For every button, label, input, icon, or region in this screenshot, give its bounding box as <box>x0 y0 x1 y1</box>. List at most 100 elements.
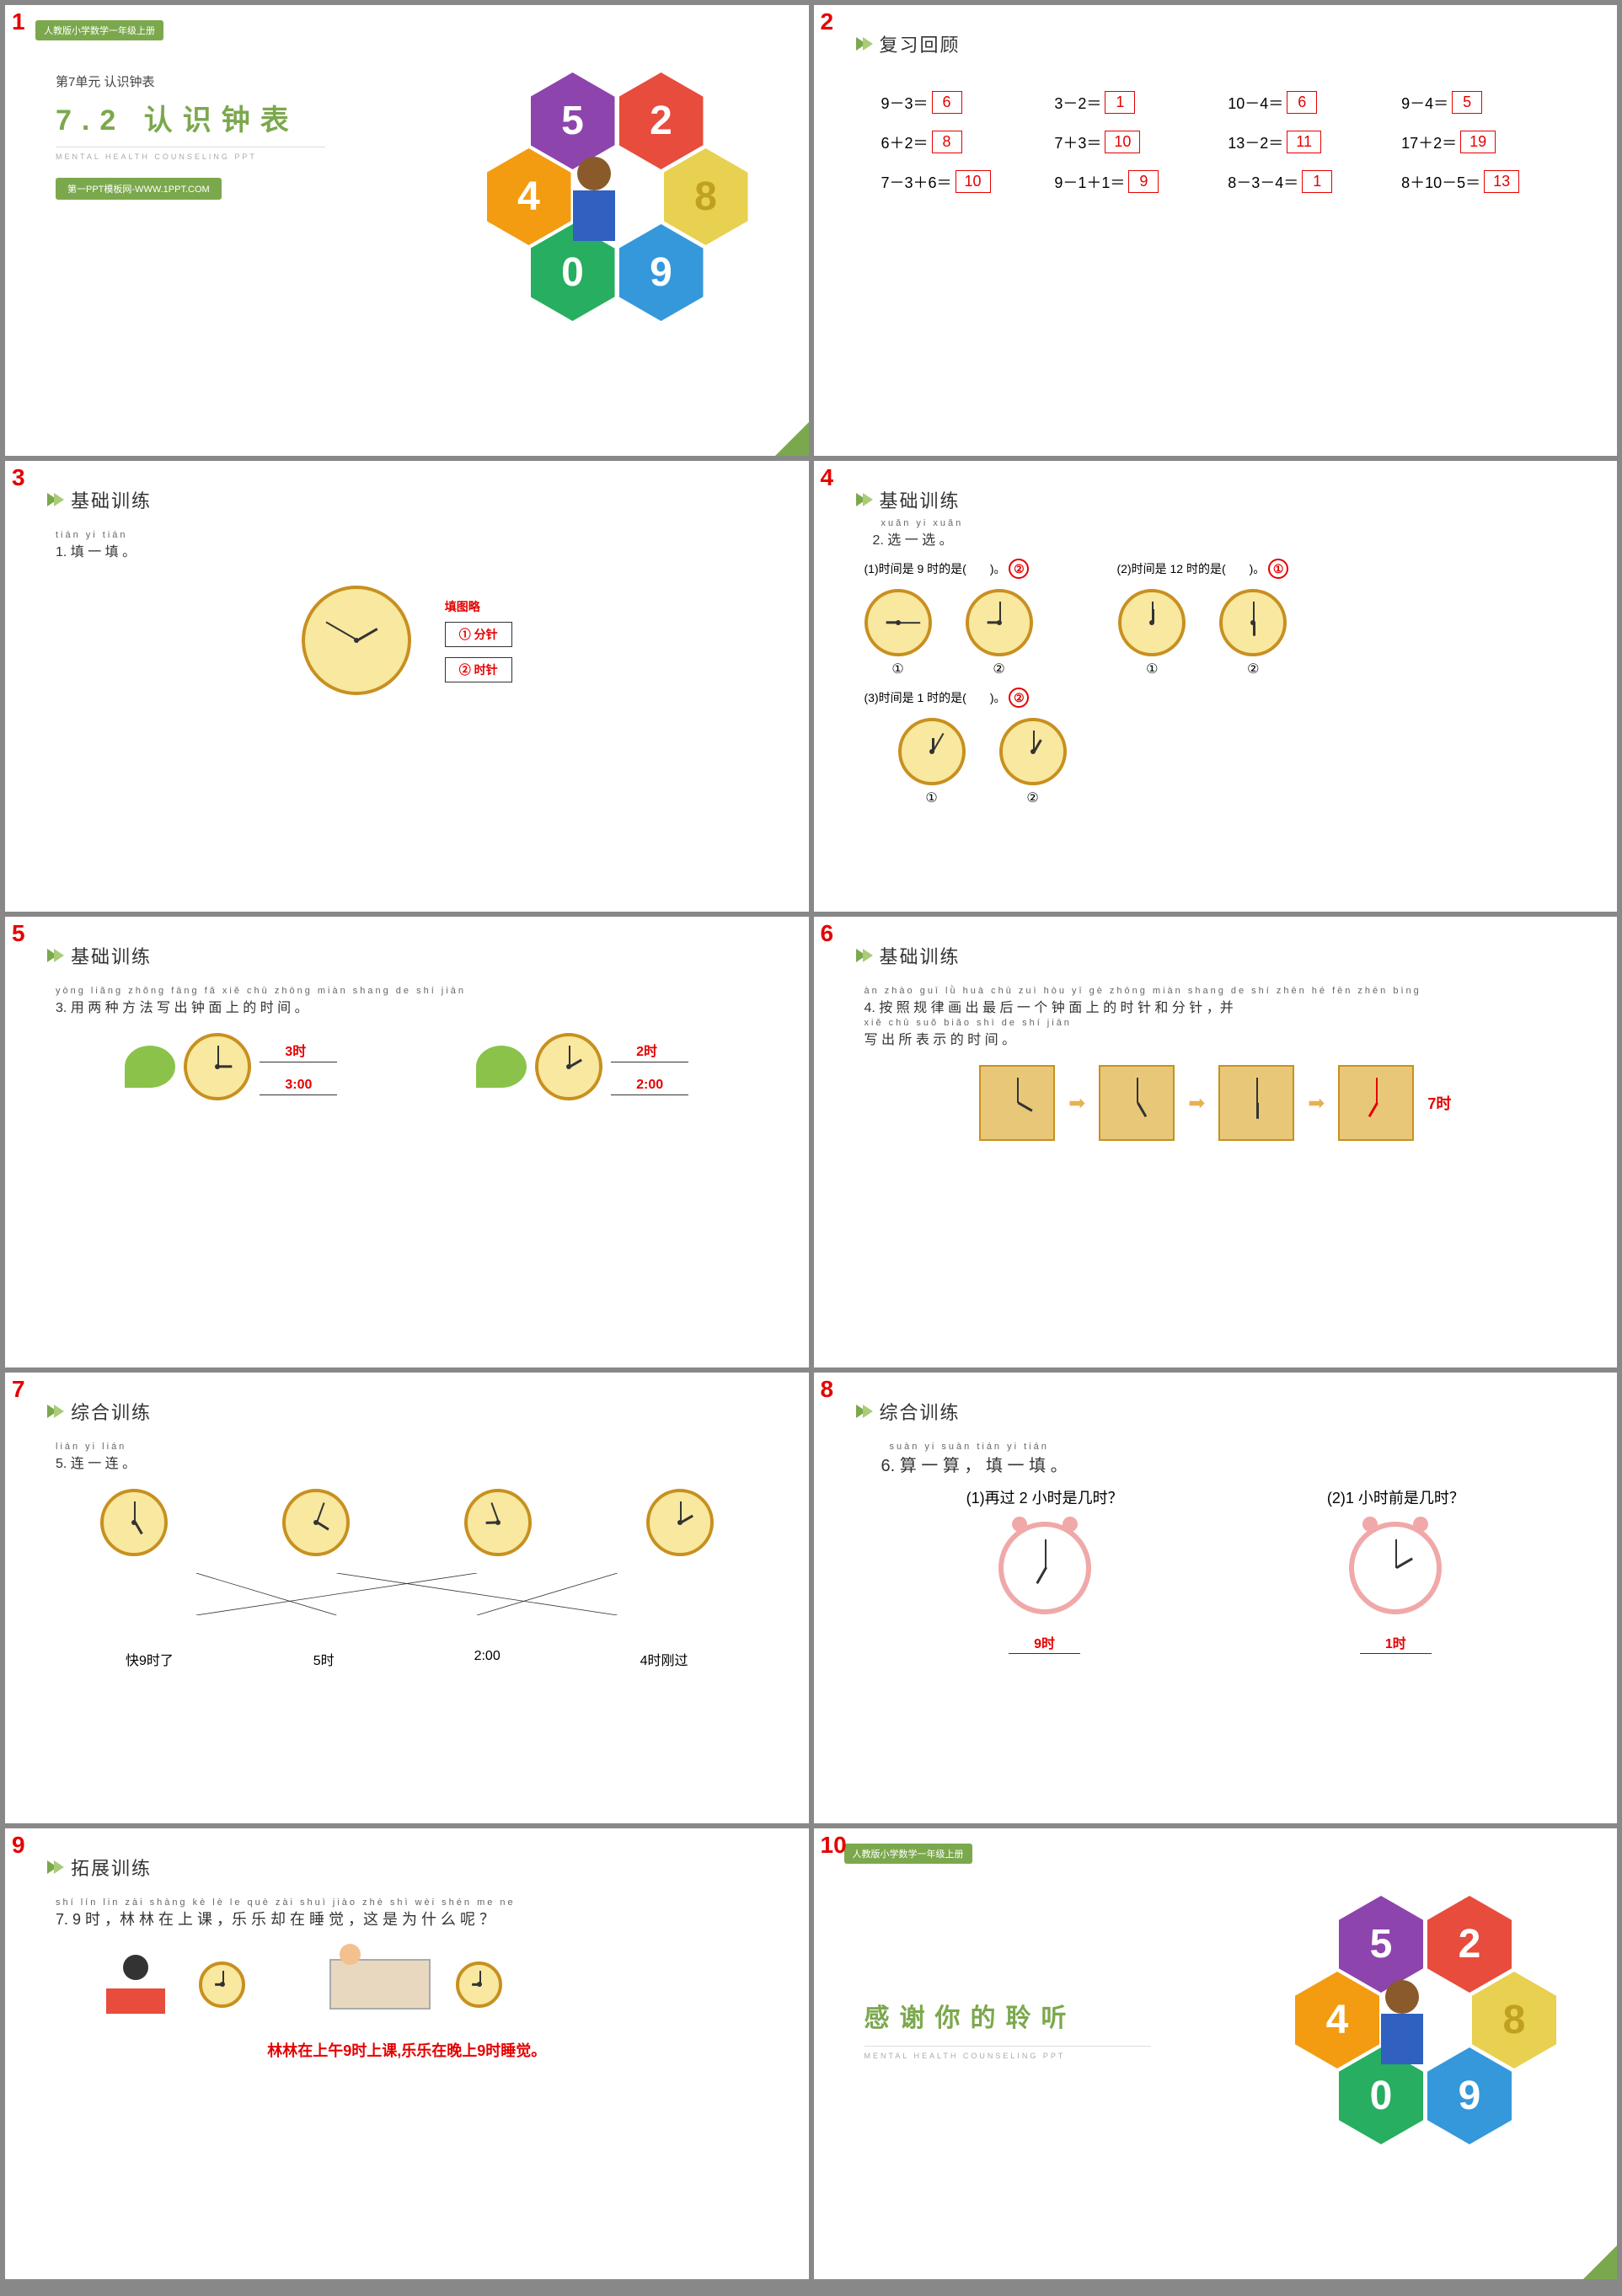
slide-header: 基础训练 <box>5 917 809 969</box>
answer: 9 <box>1128 170 1159 193</box>
snail-icon <box>125 1046 175 1088</box>
square-clock-icon <box>1338 1065 1414 1141</box>
match-label: 快9时了 <box>126 1649 174 1669</box>
answer: 3:00 <box>260 1076 337 1095</box>
slide-10: 10 人教版小学数学一年级上册 感谢你的聆听 MENTAL HEALTH COU… <box>814 1828 1618 2279</box>
answer-circled: ② <box>1009 688 1029 708</box>
hour-hand <box>357 628 378 641</box>
hex-num: 2 <box>619 72 704 169</box>
section-title: 基础训练 <box>71 942 152 969</box>
option: ① <box>1118 589 1186 677</box>
question-content: suàn yi suàn tián yi tián 6. 算 一 算 ， 填 一… <box>814 1425 1618 1669</box>
pinyin: suàn yi suàn tián yi tián <box>890 1442 1567 1452</box>
corner-decoration <box>1583 2245 1617 2279</box>
option: ② <box>966 589 1033 677</box>
pinyin: tián yi tián <box>56 530 758 540</box>
studying-child-icon <box>106 1955 174 2014</box>
arrow-icon: ➡ <box>1308 1091 1325 1116</box>
pinyin: yòng liǎng zhǒng fāng fǎ xiě chū zhōng m… <box>56 986 758 996</box>
slide-4: 4 基础训练 xuǎn yi xuǎn 2. 选 一 选 。 (1)时间是 9 … <box>814 461 1618 912</box>
slide-2: 2 复习回顾 9－3＝6 3－2＝1 10－4＝6 9－4＝5 6＋2＝8 7＋… <box>814 5 1618 456</box>
pinyin: shí lín lin zài shàng kè lè le què zài s… <box>56 1897 758 1908</box>
answer: 1 <box>1105 91 1135 114</box>
chevron-icon <box>54 1860 64 1874</box>
answer: 11 <box>1287 131 1321 153</box>
slide-number: 10 <box>821 1832 847 1859</box>
hour-label: ② 时针 <box>445 657 512 682</box>
slide-number: 8 <box>821 1376 834 1403</box>
slide-header: 综合训练 <box>5 1373 809 1425</box>
slide-number: 4 <box>821 464 834 491</box>
subq-text: (2)1 小时前是几时？ <box>1327 1486 1464 1508</box>
bed-icon <box>329 1959 431 2010</box>
clock-icon <box>646 1489 714 1556</box>
match-label: 4时刚过 <box>640 1649 688 1669</box>
minute-hand <box>325 622 357 641</box>
hex-num: 9 <box>1427 2047 1512 2144</box>
section-title: 拓展训练 <box>71 1854 152 1881</box>
square-clock-icon <box>979 1065 1055 1141</box>
clock-sequence: ➡ ➡ ➡ 7时 <box>865 1065 1567 1141</box>
clock-icon <box>535 1033 602 1100</box>
slide-grid: 1 人教版小学数学一年级上册 第7单元 认识钟表 7.2 认识钟表 MENTAL… <box>0 0 1622 2284</box>
answer: 1 <box>1302 170 1332 193</box>
hex-num: 9 <box>619 224 704 321</box>
slide-3: 3 基础训练 tián yi tián 1. 填 一 填 。 填图略 ① 分针 … <box>5 461 809 912</box>
pinyin: lián yi lián <box>56 1442 758 1452</box>
answer: 6 <box>932 91 962 114</box>
clock-icon <box>865 589 932 656</box>
clock-icon <box>1219 589 1287 656</box>
chevron-icon <box>54 493 64 506</box>
equation: 10－4＝6 <box>1228 91 1376 114</box>
equations-grid: 9－3＝6 3－2＝1 10－4＝6 9－4＝5 6＋2＝8 7＋3＝10 13… <box>814 57 1618 227</box>
minute-label: ① 分针 <box>445 622 512 647</box>
slide-header: 基础训练 <box>814 917 1618 969</box>
hex-num: 4 <box>487 148 571 245</box>
answer: 8 <box>932 131 962 153</box>
question-content: lián yi lián 5. 连 一 连 。 快9时了 5时 2:00 4时刚… <box>5 1425 809 1686</box>
chevron-icon <box>863 37 873 51</box>
pinyin: xiě chū suǒ biǎo shì de shí jiān <box>865 1018 1567 1028</box>
option: ② <box>1219 589 1287 677</box>
slide-number: 9 <box>12 1832 25 1859</box>
answer-text: 林林在上午9时上课,乐乐在晚上9时睡觉。 <box>56 2039 758 2061</box>
clock-group: 3时 3:00 <box>125 1033 337 1100</box>
answer: 2:00 <box>611 1076 688 1095</box>
subq-1: (1)时间是 9 时的是( )。 ② ① ② <box>865 559 1033 688</box>
option: ② <box>999 718 1067 806</box>
question-content: shí lín lin zài shàng kè lè le què zài s… <box>5 1881 809 2078</box>
slide-header: 复习回顾 <box>814 5 1618 57</box>
equation: 7－3＋6＝10 <box>881 170 1030 193</box>
label-row: 快9时了 5时 2:00 4时刚过 <box>56 1649 758 1669</box>
pinyin: xuǎn yi xuǎn <box>881 518 1567 528</box>
subq-1: (1)再过 2 小时是几时？ 9时 <box>966 1486 1123 1652</box>
slide-header: 基础训练 <box>5 461 809 513</box>
clock-icon <box>282 1489 350 1556</box>
slide-header: 基础训练 <box>814 461 1618 513</box>
clock-icon <box>302 586 411 695</box>
question-content: yòng liǎng zhǒng fāng fǎ xiě chū zhōng m… <box>5 969 809 1117</box>
corner-decoration <box>775 422 809 456</box>
label-group: 填图略 ① 分针 ② 时针 <box>445 598 512 682</box>
hex-num: 2 <box>1427 1896 1512 1993</box>
clock-icon <box>966 589 1033 656</box>
clock-diagram: 填图略 ① 分针 ② 时针 <box>56 586 758 695</box>
question-content: tián yi tián 1. 填 一 填 。 填图略 ① 分针 ② 时针 <box>5 513 809 712</box>
answer-circled: ② <box>1009 559 1029 579</box>
clock-options: ① ② <box>898 718 1567 806</box>
answer: 5 <box>1452 91 1482 114</box>
question-text: 5. 连 一 连 。 <box>56 1452 758 1472</box>
answer: 6 <box>1287 91 1317 114</box>
answer: 19 <box>1460 131 1496 153</box>
slide-6: 6 基础训练 àn zhào guī lǜ huà chū zuì hòu yī… <box>814 917 1618 1367</box>
edition-badge: 人教版小学数学一年级上册 <box>35 20 163 40</box>
slide-5: 5 基础训练 yòng liǎng zhǒng fāng fǎ xiě chū … <box>5 917 809 1367</box>
slide-1: 1 人教版小学数学一年级上册 第7单元 认识钟表 7.2 认识钟表 MENTAL… <box>5 5 809 456</box>
slide-number: 7 <box>12 1376 25 1403</box>
answer: 1时 <box>1360 1635 1432 1654</box>
clock-icon <box>184 1033 251 1100</box>
answer: 7时 <box>1427 1092 1451 1114</box>
chevron-icon <box>863 949 873 962</box>
arrow-icon: ➡ <box>1188 1091 1205 1116</box>
equation: 17＋2＝19 <box>1401 131 1550 153</box>
